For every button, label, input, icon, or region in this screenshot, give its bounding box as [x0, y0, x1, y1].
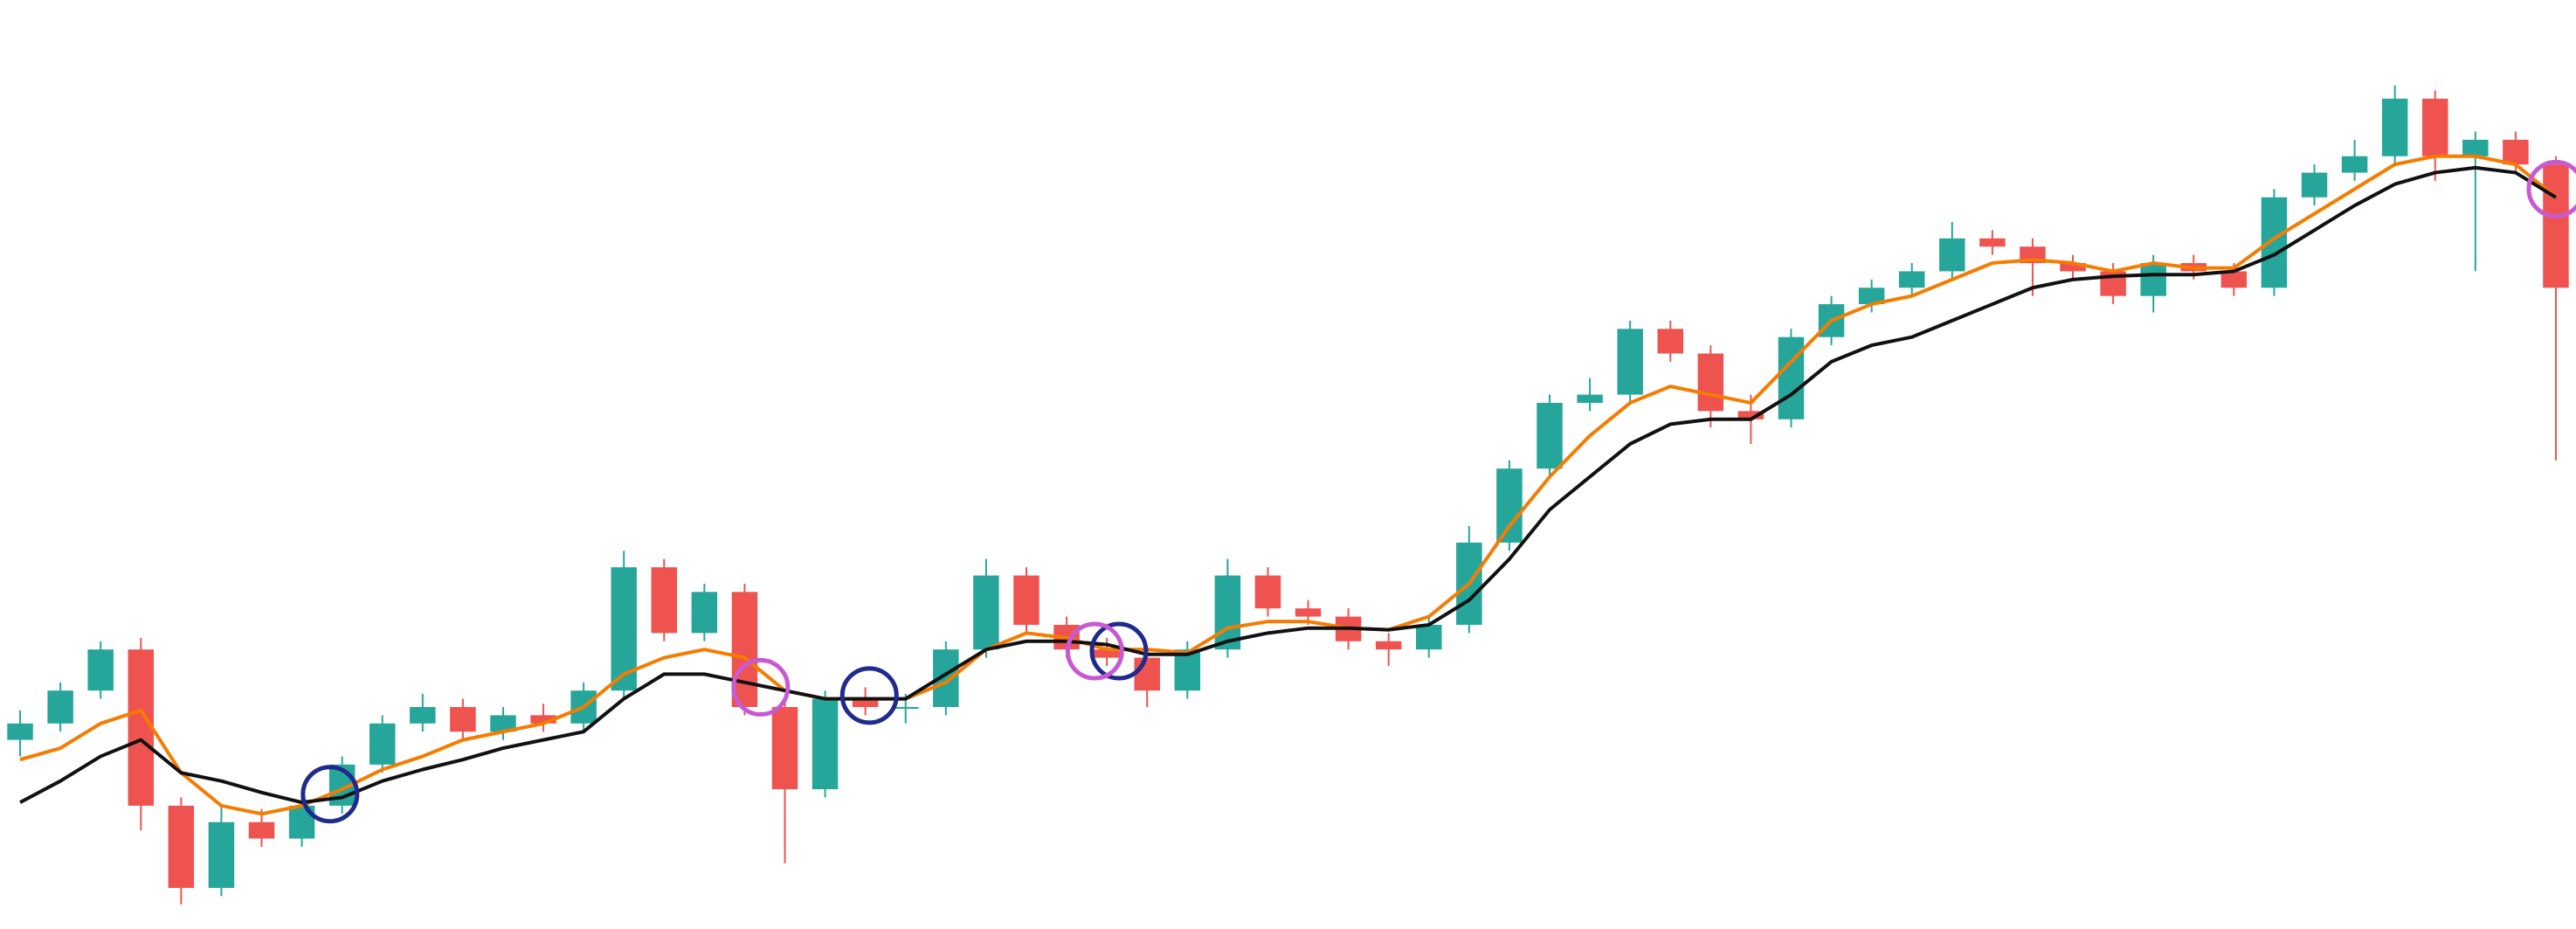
candle-body: [1898, 271, 1925, 288]
cross-marker: [731, 657, 791, 717]
candle-body: [1858, 288, 1885, 305]
candle-body: [2140, 263, 2166, 296]
candle-body: [369, 723, 396, 765]
candle-body: [2421, 98, 2448, 156]
candle-body: [248, 822, 275, 839]
candle-body: [87, 649, 114, 691]
candle-body: [651, 567, 678, 634]
candle-body: [1254, 575, 1281, 609]
cross-marker: [2526, 159, 2576, 218]
candle-body: [128, 649, 155, 806]
candle-body: [2301, 172, 2328, 198]
candle-body: [2503, 139, 2529, 165]
candle-body: [2261, 197, 2288, 288]
candle-body: [2220, 271, 2248, 288]
candle-body: [1617, 329, 1643, 395]
candle-body: [1778, 336, 1805, 419]
moving-average-line: [19, 165, 2558, 805]
candle-body: [410, 707, 436, 724]
cross-marker: [839, 666, 899, 725]
candle-body: [208, 822, 235, 888]
cross-marker: [1089, 621, 1149, 681]
candle-body: [7, 723, 33, 740]
cross-marker: [1065, 621, 1124, 681]
candle-body: [1295, 608, 1322, 617]
candle-body: [1657, 329, 1683, 354]
candle-body: [1013, 575, 1039, 625]
candle-body: [852, 698, 879, 708]
candle-body: [1979, 238, 2006, 247]
candle-body: [2543, 164, 2569, 288]
candle-body: [893, 707, 919, 710]
candle-body: [1214, 575, 1241, 650]
candle-body: [1094, 649, 1120, 658]
candle-body: [811, 698, 839, 790]
candle-body: [450, 707, 476, 732]
candle-body: [1537, 402, 1563, 469]
candle-body: [973, 575, 999, 650]
candle-body: [168, 805, 195, 888]
candle-body: [2462, 139, 2489, 156]
candle-body: [2341, 156, 2368, 173]
cross-marker: [300, 765, 360, 824]
candle-body: [1134, 657, 1160, 691]
candle-body: [490, 715, 516, 732]
candle-body: [1416, 624, 1442, 650]
candle-body: [771, 707, 798, 790]
candle-body: [2381, 98, 2408, 156]
candle-body: [47, 690, 73, 724]
candle-body: [731, 592, 758, 708]
candle-body: [1174, 649, 1201, 691]
candle-body: [1375, 641, 1402, 650]
candle-body: [2060, 263, 2086, 272]
candle-body: [530, 715, 556, 724]
moving-average-line: [19, 154, 2558, 816]
candle-body: [1737, 411, 1765, 419]
candle-body: [691, 592, 718, 634]
candle-body: [1939, 238, 1965, 272]
candle-body: [1697, 353, 1724, 412]
candle-body: [1496, 468, 1523, 543]
candle-body: [1577, 394, 1603, 403]
